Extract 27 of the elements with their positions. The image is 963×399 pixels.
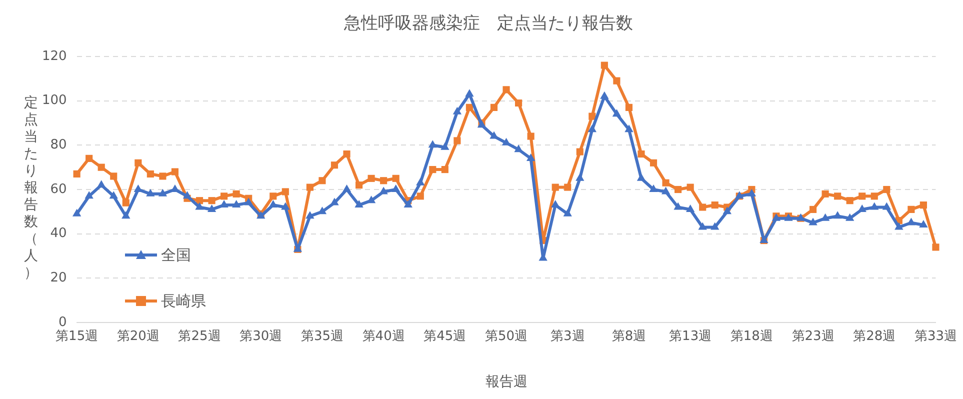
x-tick-label: 第3週 bbox=[550, 328, 585, 344]
x-tick-label: 第30週 bbox=[240, 328, 282, 344]
y-tick-label: 20 bbox=[50, 270, 67, 286]
legend-label: 長崎県 bbox=[161, 292, 206, 310]
chart-title: 急性呼吸器感染症 定点当たり報告数 bbox=[343, 14, 633, 34]
y-tick-label: 0 bbox=[58, 314, 67, 330]
x-tick-label: 第20週 bbox=[116, 328, 160, 344]
y-tick-label: 60 bbox=[50, 182, 67, 197]
y-tick-label: 40 bbox=[50, 226, 67, 242]
y-tick-label: 80 bbox=[50, 138, 67, 153]
x-tick-label: 第28週 bbox=[853, 328, 896, 344]
y-tick-label: 100 bbox=[42, 93, 67, 108]
x-tick-label: 第45週 bbox=[424, 328, 466, 344]
text: 定点当たり報告数（人） bbox=[24, 95, 38, 281]
legend-label: 全国 bbox=[161, 246, 191, 264]
x-tick-label: 第15週 bbox=[56, 328, 98, 344]
x-tick-label: 第40週 bbox=[362, 328, 405, 344]
x-tick-label: 第50週 bbox=[485, 328, 528, 344]
x-tick-label: 第33週 bbox=[914, 328, 957, 344]
x-axis-title: 報告週 bbox=[485, 374, 528, 390]
x-tick-label: 第25週 bbox=[178, 328, 221, 344]
x-tick-label: 第35週 bbox=[300, 328, 344, 344]
x-tick-label: 第23週 bbox=[792, 328, 834, 344]
x-tick-label: 第8週 bbox=[612, 328, 646, 344]
x-tick-label: 第18週 bbox=[730, 328, 773, 344]
x-tick-label: 第13週 bbox=[669, 328, 712, 344]
y-tick-label: 120 bbox=[42, 48, 67, 64]
